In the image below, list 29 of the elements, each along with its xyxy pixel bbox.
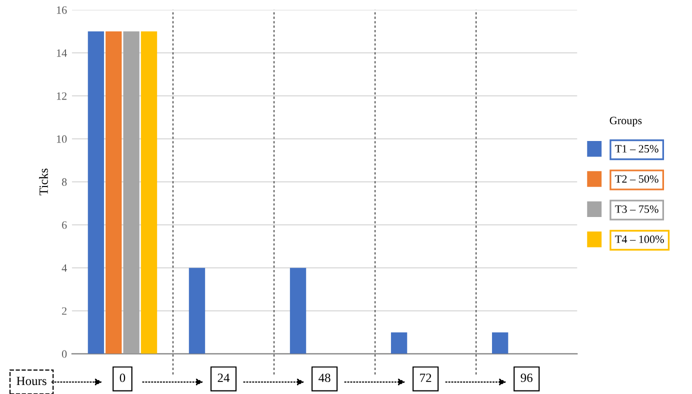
legend-label: T1 – 25% xyxy=(615,145,658,153)
y-tick-label: 0 xyxy=(62,350,67,358)
y-tick-label: 16 xyxy=(56,6,67,14)
bar xyxy=(188,268,206,354)
x-tick-label: 24 xyxy=(218,374,230,382)
bar xyxy=(88,31,104,354)
legend-label: T3 – 75% xyxy=(615,205,658,213)
x-tick-label: 0 xyxy=(120,374,126,382)
x-axis-title: Hours xyxy=(16,376,46,386)
legend-label: T2 – 50% xyxy=(615,175,658,183)
y-axis-title: Ticks xyxy=(39,168,48,196)
y-tick-label: 10 xyxy=(56,135,67,143)
y-tick-label: 2 xyxy=(62,307,66,315)
legend-title: Groups xyxy=(610,116,642,127)
bar xyxy=(492,332,508,354)
y-tick-label: 8 xyxy=(62,178,67,186)
legend-label: T4 – 100% xyxy=(615,236,664,244)
bar xyxy=(106,31,122,354)
bar xyxy=(390,332,408,354)
y-tick-label: 4 xyxy=(62,264,67,272)
y-tick-label: 12 xyxy=(56,92,66,100)
y-tick-label: 6 xyxy=(62,221,67,229)
x-tick-label: 48 xyxy=(318,374,330,382)
bar xyxy=(290,268,306,354)
bar xyxy=(140,31,158,354)
x-tick-label: 72 xyxy=(420,374,432,382)
bar xyxy=(123,31,140,354)
y-tick-label: 14 xyxy=(56,49,67,57)
x-tick-label: 96 xyxy=(520,374,532,382)
